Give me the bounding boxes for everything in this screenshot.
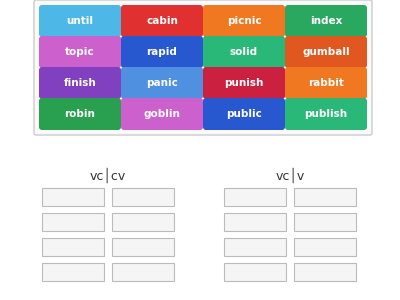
FancyBboxPatch shape (42, 213, 104, 231)
FancyBboxPatch shape (121, 67, 203, 99)
FancyBboxPatch shape (42, 263, 104, 281)
FancyBboxPatch shape (203, 5, 285, 37)
Text: goblin: goblin (144, 109, 180, 119)
FancyBboxPatch shape (42, 238, 104, 256)
Text: until: until (66, 16, 94, 26)
Text: public: public (226, 109, 262, 119)
FancyBboxPatch shape (112, 188, 174, 206)
FancyBboxPatch shape (285, 36, 367, 68)
Text: vc│v: vc│v (275, 167, 305, 183)
FancyBboxPatch shape (294, 188, 356, 206)
Text: robin: robin (64, 109, 96, 119)
FancyBboxPatch shape (294, 263, 356, 281)
FancyBboxPatch shape (224, 188, 286, 206)
FancyBboxPatch shape (285, 67, 367, 99)
Text: index: index (310, 16, 342, 26)
Text: rabbit: rabbit (308, 78, 344, 88)
Text: vc│cv: vc│cv (90, 167, 126, 183)
FancyBboxPatch shape (121, 36, 203, 68)
Text: rapid: rapid (146, 47, 178, 57)
FancyBboxPatch shape (42, 188, 104, 206)
FancyBboxPatch shape (112, 213, 174, 231)
FancyBboxPatch shape (34, 0, 372, 135)
Text: finish: finish (64, 78, 96, 88)
FancyBboxPatch shape (203, 67, 285, 99)
Text: panic: panic (146, 78, 178, 88)
Text: solid: solid (230, 47, 258, 57)
Text: publish: publish (304, 109, 348, 119)
FancyBboxPatch shape (39, 67, 121, 99)
FancyBboxPatch shape (294, 213, 356, 231)
FancyBboxPatch shape (203, 98, 285, 130)
FancyBboxPatch shape (294, 238, 356, 256)
FancyBboxPatch shape (121, 98, 203, 130)
FancyBboxPatch shape (224, 263, 286, 281)
FancyBboxPatch shape (285, 5, 367, 37)
Text: topic: topic (65, 47, 95, 57)
Text: picnic: picnic (227, 16, 261, 26)
FancyBboxPatch shape (285, 98, 367, 130)
FancyBboxPatch shape (121, 5, 203, 37)
Text: cabin: cabin (146, 16, 178, 26)
FancyBboxPatch shape (112, 263, 174, 281)
FancyBboxPatch shape (224, 213, 286, 231)
Text: punish: punish (224, 78, 264, 88)
FancyBboxPatch shape (39, 98, 121, 130)
Text: gumball: gumball (302, 47, 350, 57)
FancyBboxPatch shape (39, 36, 121, 68)
FancyBboxPatch shape (224, 238, 286, 256)
FancyBboxPatch shape (203, 36, 285, 68)
FancyBboxPatch shape (112, 238, 174, 256)
FancyBboxPatch shape (39, 5, 121, 37)
